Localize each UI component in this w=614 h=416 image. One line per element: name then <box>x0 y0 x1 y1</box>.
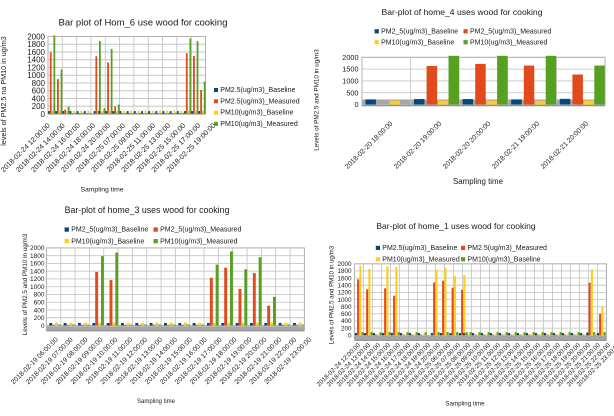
svg-text:1000: 1000 <box>30 284 45 291</box>
svg-text:400: 400 <box>34 307 45 314</box>
svg-text:Bar-plot of home_3 uses wood f: Bar-plot of home_3 uses wood for cooking <box>65 205 230 215</box>
svg-text:600: 600 <box>341 311 352 318</box>
svg-text:800: 800 <box>34 292 45 299</box>
svg-text:2000: 2000 <box>337 261 352 268</box>
svg-text:0: 0 <box>41 110 46 119</box>
svg-text:Bar-plot of home_1 uses wood f: Bar-plot of home_1 uses wood for cooking <box>376 221 536 231</box>
svg-text:1600: 1600 <box>337 275 352 282</box>
svg-text:PM10(ug/m3)_Baseline: PM10(ug/m3)_Baseline <box>220 110 293 117</box>
svg-text:Levels of PM2.5 and PM10 in ug: Levels of PM2.5 and PM10 in ug/m3 <box>329 245 336 344</box>
svg-text:PM10(ug/m3)_Baseline: PM10(ug/m3)_Baseline <box>71 238 144 245</box>
svg-text:800: 800 <box>341 304 352 311</box>
svg-text:Sampling time: Sampling time <box>445 401 485 408</box>
svg-text:levels of PM2.5 na PM10 in ug/: levels of PM2.5 na PM10 in ug/m3 <box>0 36 8 145</box>
svg-text:PM10(ug/m3)_Measured: PM10(ug/m3)_Measured <box>220 121 298 128</box>
svg-text:0: 0 <box>354 100 358 109</box>
svg-text:1600: 1600 <box>27 48 45 57</box>
svg-text:1800: 1800 <box>337 268 352 275</box>
svg-text:400: 400 <box>32 94 46 103</box>
svg-text:400: 400 <box>341 318 352 325</box>
svg-text:PM10(ug/m3)_Measured: PM10(ug/m3)_Measured <box>470 39 548 46</box>
svg-text:200: 200 <box>34 315 45 322</box>
svg-text:PM2_5(ug/m3)_Baseline: PM2_5(ug/m3)_Baseline <box>71 227 148 234</box>
svg-text:PM2_5(ug/m3)_Measured: PM2_5(ug/m3)_Measured <box>160 227 241 234</box>
svg-text:PM10(ug/m3)_Baseline: PM10(ug/m3)_Baseline <box>468 256 541 263</box>
svg-text:1400: 1400 <box>337 283 352 290</box>
svg-text:PM2.5(ug/m3)_Measured: PM2.5(ug/m3)_Measured <box>220 98 299 105</box>
svg-text:Levels of PM2.5 and PM10 in ug: Levels of PM2.5 and PM10 in ug/m3 <box>22 233 29 335</box>
svg-text:PM10(ug/m3)_Baseline: PM10(ug/m3)_Baseline <box>381 39 454 46</box>
svg-text:1800: 1800 <box>30 253 45 260</box>
svg-text:2000: 2000 <box>27 32 45 41</box>
svg-text:2000: 2000 <box>30 245 45 252</box>
svg-text:Bar-plot of home_4 uses wood f: Bar-plot of home_4 uses wood for cooking <box>382 7 543 17</box>
svg-text:Sampling time: Sampling time <box>137 399 176 405</box>
svg-text:1000: 1000 <box>27 71 45 80</box>
svg-text:Sampling time: Sampling time <box>80 187 123 194</box>
svg-text:1000: 1000 <box>337 297 352 304</box>
svg-text:1000: 1000 <box>342 77 358 86</box>
svg-text:0: 0 <box>41 323 45 330</box>
svg-text:PM2_5(ug/m3)_Measured: PM2_5(ug/m3)_Measured <box>470 28 551 35</box>
svg-text:0: 0 <box>348 333 352 340</box>
svg-text:PM2.5(ug/m3)_Measured: PM2.5(ug/m3)_Measured <box>468 245 547 252</box>
svg-text:1500: 1500 <box>342 65 358 74</box>
svg-text:Levels of PM2.5 and PM10 in ug: Levels of PM2.5 and PM10 in ug/m3 <box>314 49 321 151</box>
svg-text:PM10(ug/m3)_Measured: PM10(ug/m3)_Measured <box>160 238 238 245</box>
svg-text:2000: 2000 <box>342 53 358 62</box>
svg-text:600: 600 <box>34 300 45 307</box>
svg-text:Bar plot of Hom_6 use wood for: Bar plot of Hom_6 use wood for cooking <box>59 18 228 29</box>
svg-text:800: 800 <box>32 79 46 88</box>
svg-text:PM10(ug/m3)_Measured: PM10(ug/m3)_Measured <box>382 256 460 263</box>
svg-text:1200: 1200 <box>337 290 352 297</box>
svg-text:1400: 1400 <box>27 56 45 65</box>
svg-text:1600: 1600 <box>30 261 45 268</box>
svg-text:1800: 1800 <box>27 40 45 49</box>
svg-text:200: 200 <box>32 102 46 111</box>
svg-text:PM2.5(ug/m3)_Baseline: PM2.5(ug/m3)_Baseline <box>220 87 295 94</box>
svg-text:1400: 1400 <box>30 269 45 276</box>
svg-text:Sampling time: Sampling time <box>453 177 504 186</box>
svg-text:PM2_5(ug/m3)_Baseline: PM2_5(ug/m3)_Baseline <box>381 28 458 35</box>
svg-text:PM2.5(ug/m3)_Baseline: PM2.5(ug/m3)_Baseline <box>382 245 457 252</box>
svg-text:600: 600 <box>32 87 46 96</box>
svg-text:1200: 1200 <box>30 276 45 283</box>
svg-text:1200: 1200 <box>27 63 45 72</box>
svg-text:200: 200 <box>341 325 352 332</box>
svg-text:500: 500 <box>346 88 358 97</box>
